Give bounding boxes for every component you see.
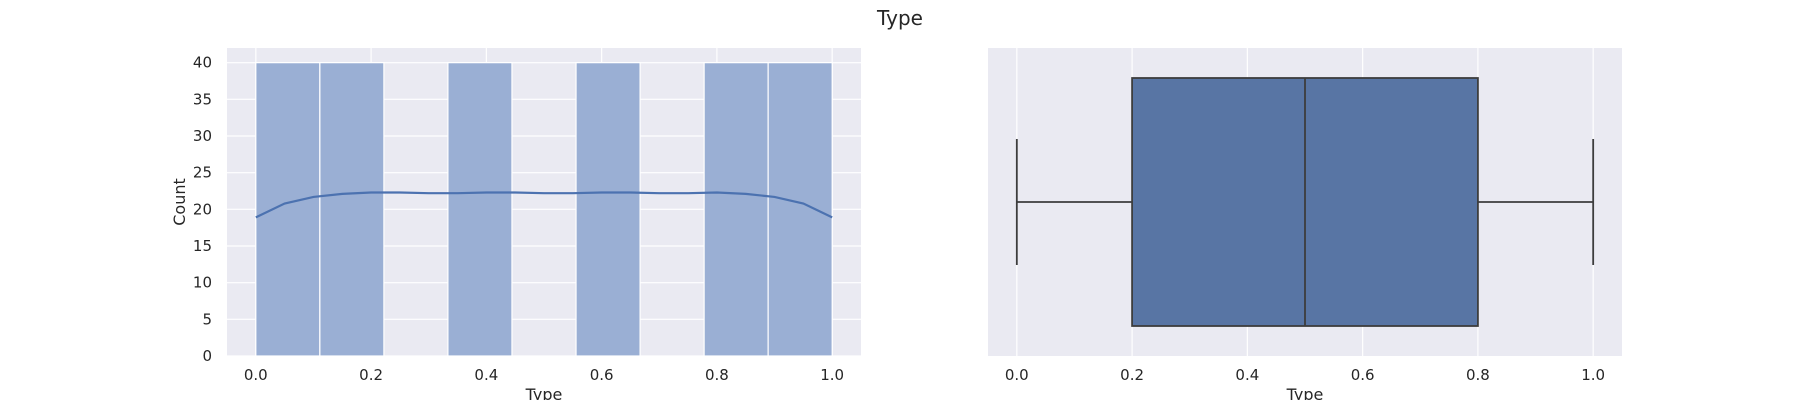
x-axis-label: Type	[525, 385, 563, 400]
y-tick-label: 25	[193, 164, 212, 182]
y-tick-label: 20	[193, 200, 212, 218]
histogram-bar	[703, 62, 769, 357]
x-tick-label: 0.8	[1466, 366, 1490, 384]
x-axis-label: Type	[1286, 385, 1324, 400]
y-tick-label: 35	[193, 90, 212, 108]
histogram-bar	[447, 62, 513, 357]
figure-title: Type	[877, 6, 923, 30]
histogram-bar	[575, 62, 641, 357]
x-tick-label: 0.8	[705, 366, 729, 384]
y-tick-label: 10	[193, 274, 212, 292]
y-tick-label: 15	[193, 237, 212, 255]
x-tick-label: 0.2	[359, 366, 383, 384]
boxplot-panel: 0.0 0.2 0.4 0.6 0.8 1.0 Type	[988, 48, 1622, 400]
histogram-panel: 0.0 0.2 0.4 0.6 0.8 1.0 0 5 10 15 20 25 30 35 40 Type Co…	[170, 48, 861, 400]
histogram-bar	[319, 62, 385, 357]
x-tick-label: 0.6	[1351, 366, 1375, 384]
kde-line	[255, 191, 833, 219]
y-tick-label: 30	[193, 127, 212, 145]
x-tick-label: 0.4	[474, 366, 498, 384]
y-tick-label: 5	[202, 310, 212, 328]
x-tick-label: 0.2	[1120, 366, 1144, 384]
x-tick-label: 0.0	[244, 366, 268, 384]
y-tick-label: 0	[202, 347, 212, 365]
y-axis-label: Count	[170, 178, 189, 226]
x-tick-label: 1.0	[1581, 366, 1605, 384]
y-tick-label: 40	[193, 54, 212, 72]
x-tick-label: 0.0	[1005, 366, 1029, 384]
x-tick-label: 0.4	[1235, 366, 1259, 384]
histogram-bar	[767, 62, 833, 357]
x-tick-label: 0.6	[590, 366, 614, 384]
x-tick-label: 1.0	[820, 366, 844, 384]
histogram-bar	[255, 62, 321, 357]
